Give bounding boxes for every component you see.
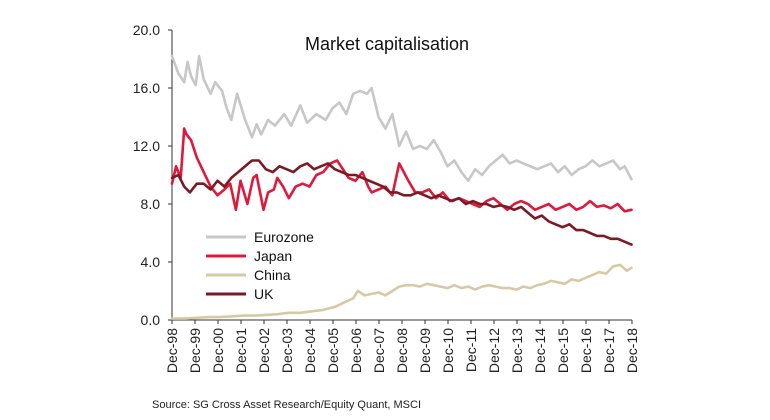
x-tick-label: Dec-98 <box>164 328 180 373</box>
x-tick-label: Dec-03 <box>279 328 295 373</box>
series-lines <box>170 54 633 320</box>
y-axis: 0.0 4.0 8.0 12.0 16.0 20.0 <box>133 22 173 328</box>
x-tick-label: Dec-02 <box>256 328 272 373</box>
series-line-eurozone <box>170 54 633 183</box>
x-axis: Dec-98 Dec-99 Dec-00 Dec-01 Dec-02 Dec-03 Dec-… <box>164 319 640 373</box>
series-line-japan <box>170 127 633 213</box>
x-tick-label: Dec-18 <box>624 328 640 373</box>
y-tick-label: 8.0 <box>141 196 161 212</box>
source-note: Source: SG Cross Asset Research/Equity Q… <box>152 399 421 411</box>
y-tick-label: 20.0 <box>133 22 160 38</box>
x-tick-label: Dec-04 <box>302 328 318 373</box>
x-tick-label: Dec-16 <box>578 328 594 373</box>
x-tick-label: Dec-14 <box>532 328 548 373</box>
x-tick-label: Dec-12 <box>486 328 502 373</box>
x-tick-label: Dec-15 <box>555 328 571 373</box>
legend: Eurozone Japan China UK <box>206 229 314 302</box>
x-tick-label: Dec-00 <box>210 328 226 373</box>
x-tick-label: Dec-08 <box>394 328 410 373</box>
y-tick-label: 4.0 <box>141 254 161 270</box>
x-tick-label: Dec-06 <box>348 328 364 373</box>
x-tick-label: Dec-09 <box>417 328 433 373</box>
chart-title: Market capitalisation <box>305 34 469 54</box>
legend-label-china: China <box>254 267 291 283</box>
x-tick-label: Dec-07 <box>371 328 387 373</box>
x-tick-label: Dec-11 <box>463 328 479 372</box>
x-tick-label: Dec-10 <box>440 328 456 373</box>
x-tick-label: Dec-17 <box>601 328 617 373</box>
legend-label-uk: UK <box>254 286 274 302</box>
y-tick-label: 16.0 <box>133 80 160 96</box>
x-tick-label: Dec-05 <box>325 328 341 373</box>
y-tick-label: 12.0 <box>133 138 160 154</box>
legend-label-japan: Japan <box>254 248 292 264</box>
x-tick-label: Dec-13 <box>509 328 525 373</box>
y-tick-label: 0.0 <box>141 312 161 328</box>
legend-label-eurozone: Eurozone <box>254 229 314 245</box>
series-line-uk <box>170 159 633 246</box>
x-tick-label: Dec-01 <box>233 328 249 373</box>
series-line-china <box>170 263 633 320</box>
x-tick-label: Dec-99 <box>187 328 203 373</box>
